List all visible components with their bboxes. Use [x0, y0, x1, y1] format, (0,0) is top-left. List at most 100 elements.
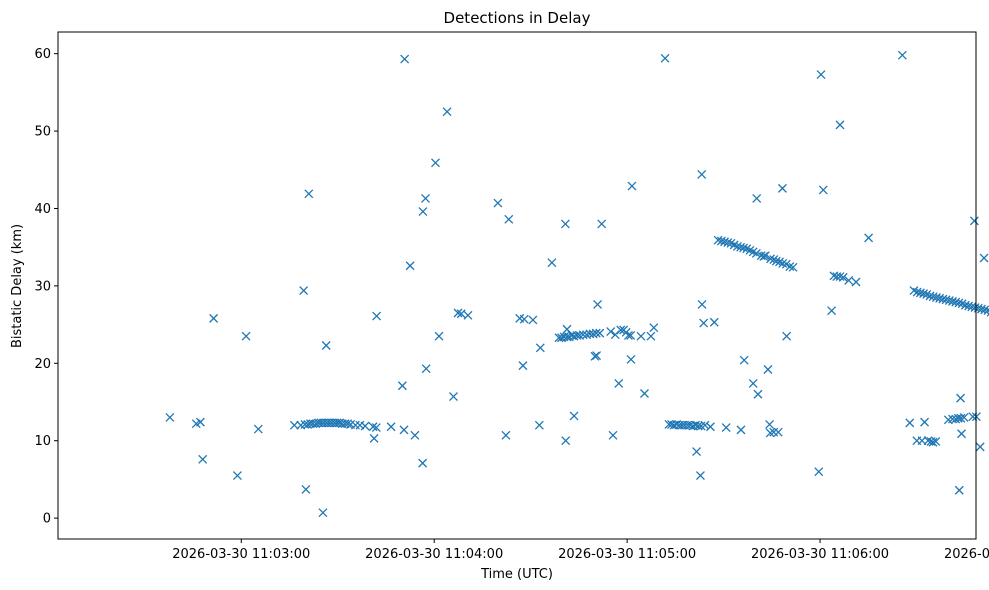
data-point-marker: [752, 193, 762, 203]
data-point-marker: [844, 276, 854, 285]
data-point-marker: [983, 306, 989, 316]
data-point-marker: [928, 437, 938, 447]
data-point-marker: [931, 437, 941, 446]
x-axis-title: Time (UTC): [480, 567, 553, 582]
data-point-marker: [753, 389, 763, 399]
data-point-marker: [453, 308, 463, 318]
data-point-marker: [575, 330, 584, 340]
data-point-marker: [766, 254, 775, 264]
data-point-marker: [593, 300, 603, 309]
data-point-marker: [399, 425, 409, 435]
data-point-marker: [760, 251, 770, 261]
data-point-marker: [956, 393, 966, 403]
data-point-marker: [626, 354, 636, 364]
data-point-marker: [814, 467, 824, 477]
data-point-marker: [788, 262, 798, 272]
data-point-marker: [626, 330, 636, 340]
x-tick-label: 2026-03-30 11:03:00: [172, 547, 310, 562]
data-point-marker: [397, 381, 407, 391]
y-tick-label: 50: [34, 125, 51, 140]
data-point-marker: [418, 458, 428, 468]
data-point-marker: [649, 323, 659, 333]
data-point-marker: [748, 378, 758, 388]
data-point-marker: [518, 361, 528, 371]
data-point-marker: [418, 207, 428, 217]
data-point-marker: [198, 454, 208, 464]
y-tick-label: 30: [34, 279, 51, 294]
data-point-marker: [561, 436, 571, 446]
y-axis-ticks: 0 10 20 30 40 50 60: [34, 47, 58, 527]
data-point-marker: [405, 261, 415, 271]
data-point-marker: [818, 185, 828, 195]
data-point-marker: [771, 256, 781, 266]
data-point-marker: [980, 305, 989, 315]
data-point-marker: [560, 219, 570, 229]
data-point-marker: [835, 272, 845, 282]
data-point-marker: [721, 423, 731, 432]
data-point-marker: [321, 341, 331, 350]
data-point-marker: [954, 298, 964, 308]
data-point-marker: [765, 419, 775, 429]
data-point-marker: [769, 255, 779, 265]
x-axis-ticks: 2026-03-30 11:03:00 2026-03-30 11:04:00 20…: [172, 539, 989, 562]
data-point-marker: [318, 508, 328, 518]
data-point-marker: [592, 351, 602, 361]
data-point-marker: [597, 219, 607, 229]
data-point-marker: [304, 189, 314, 199]
data-point-marker: [851, 277, 861, 287]
data-point-marker: [343, 419, 353, 429]
data-point-marker: [442, 107, 452, 117]
data-point-marker: [739, 243, 748, 253]
data-point-marker: [838, 272, 848, 282]
data-point-marker: [493, 198, 503, 208]
data-point-marker: [595, 328, 605, 338]
data-point-marker: [697, 169, 707, 179]
data-point-marker: [954, 485, 964, 495]
x-tick-label: 2026-03-30 11:04:00: [365, 547, 503, 562]
data-point-marker: [456, 309, 466, 319]
data-point-marker: [562, 332, 572, 342]
data-point-marker: [968, 412, 978, 422]
data-point-marker: [431, 158, 440, 168]
data-point-marker: [700, 420, 710, 430]
data-point-marker: [827, 306, 837, 316]
data-point-marker: [636, 331, 646, 341]
data-point-marker: [569, 411, 579, 421]
data-point-marker: [975, 442, 985, 452]
data-point-marker: [765, 428, 775, 438]
x-tick-label: 2026-03-30 11:06:00: [751, 547, 889, 562]
data-point-marker: [241, 331, 251, 341]
data-point-marker: [434, 331, 444, 341]
data-point-marker: [535, 343, 545, 353]
data-point-marker: [547, 258, 557, 268]
data-point-marker: [369, 433, 379, 443]
data-point-marker: [501, 430, 511, 440]
data-point-marker: [763, 365, 773, 374]
data-point-marker: [709, 317, 719, 327]
data-point-marker: [785, 262, 795, 271]
data-point-marker: [421, 364, 431, 374]
data-point-marker: [608, 430, 618, 440]
data-point-marker: [421, 193, 430, 203]
data-point-marker: [301, 485, 311, 494]
data-points: [165, 50, 989, 518]
data-point-marker: [957, 429, 966, 439]
plot-area-frame: [57, 31, 977, 540]
data-point-marker: [979, 253, 989, 263]
y-tick-label: 40: [34, 202, 51, 217]
data-point-marker: [905, 418, 915, 428]
data-point-marker: [959, 413, 969, 422]
data-point-marker: [165, 413, 175, 422]
data-point-marker: [646, 331, 656, 341]
data-point-marker: [778, 258, 788, 268]
data-point-marker: [739, 355, 749, 365]
data-point-marker: [534, 420, 544, 430]
data-point-marker: [232, 471, 242, 480]
data-point-marker: [969, 216, 979, 226]
data-point-marker: [897, 50, 907, 60]
data-point-marker: [777, 183, 787, 193]
data-point-marker: [591, 328, 601, 338]
data-point-marker: [410, 430, 420, 440]
